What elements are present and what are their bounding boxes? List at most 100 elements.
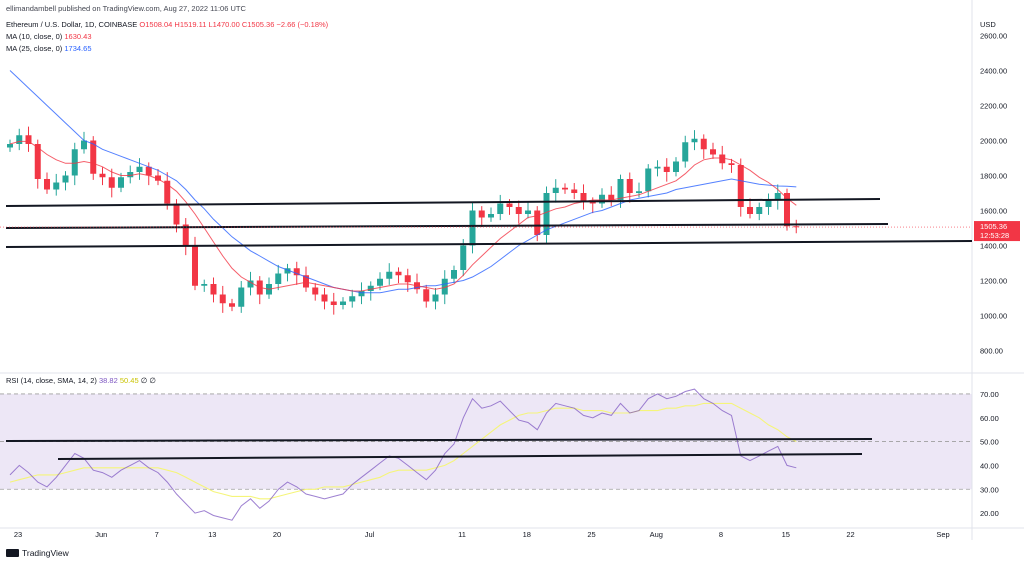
candle-body (700, 138, 707, 150)
time-tick: 13 (208, 530, 216, 539)
time-tick: 8 (719, 530, 723, 539)
ma25-value: 1734.65 (64, 44, 92, 53)
candle-body (719, 154, 726, 164)
candle-body (81, 140, 87, 150)
candle-body (525, 210, 531, 214)
rsi-sma-value: 50.45 (119, 376, 139, 385)
rsi-line (9, 388, 797, 521)
time-tick: 20 (273, 530, 281, 539)
candle-body (99, 173, 106, 178)
rsi-tick: 60.00 (980, 414, 999, 423)
rsi-legend: RSI (14, close, SMA, 14, 2) 38.82 50.45 … (6, 376, 156, 385)
candle-body (118, 177, 124, 188)
rsi-lines (9, 388, 797, 521)
moving-averages (9, 70, 797, 294)
price-tick: 1000.00 (980, 312, 1007, 321)
candle-body (7, 144, 13, 148)
candle-body (377, 278, 383, 286)
ma25-label: MA (25, close, 0) (6, 44, 63, 53)
time-tick: 15 (782, 530, 790, 539)
candle-body (312, 287, 319, 295)
candle-body (506, 203, 513, 207)
candle-body (580, 193, 587, 202)
tradingview-logo[interactable]: TradingView (6, 548, 69, 558)
ma10-label: MA (10, close, 0) (6, 32, 63, 41)
candles (7, 126, 800, 315)
time-tick: 25 (587, 530, 595, 539)
candle-body (349, 296, 356, 302)
candle-body (71, 149, 78, 176)
candle-body (663, 166, 670, 172)
price-tick: 1600.00 (980, 207, 1007, 216)
candle-body (340, 301, 346, 305)
candle-body (229, 303, 235, 307)
rsi-tick: 40.00 (980, 461, 999, 470)
ohlc-values: O1508.04 H1519.11 L1470.00 C1505.36 −2.6… (139, 20, 329, 29)
rsi-tick: 30.00 (980, 485, 999, 494)
price-tick: 2400.00 (980, 67, 1007, 76)
candle-body (386, 271, 393, 279)
tradingview-logo-text: TradingView (22, 548, 69, 558)
time-tick: Sep (936, 530, 949, 539)
candle-body (543, 193, 550, 235)
candle-body (108, 177, 115, 188)
time-tick: 11 (458, 530, 466, 539)
candle-body (395, 271, 402, 276)
candle-body (737, 165, 744, 207)
candle-body (330, 301, 337, 305)
candle-body (645, 168, 652, 192)
candle-body (515, 207, 522, 214)
candle-body (136, 166, 143, 172)
price-tick: 2200.00 (980, 102, 1007, 111)
last-price-label: 1505.36 (980, 222, 1007, 231)
candle-body (25, 135, 32, 144)
axes: USD 2600.00 2400.00 2200.00 2000.00 1800.00 16… (0, 20, 1020, 539)
candle-body (164, 180, 171, 204)
candle-body (534, 210, 541, 235)
candle-body (247, 280, 254, 288)
candle-body (210, 284, 217, 295)
candle-body (432, 294, 439, 302)
candle-body (589, 201, 596, 204)
candle-body (691, 138, 698, 143)
candle-body (423, 289, 430, 302)
candle-body (367, 285, 374, 291)
candle-body (201, 284, 208, 286)
price-tick: 2000.00 (980, 137, 1007, 146)
candle-body (303, 275, 309, 288)
candle-body (784, 193, 790, 227)
candle-body (710, 149, 716, 155)
price-tick: 2600.00 (980, 32, 1007, 41)
ma25-legend: MA (25, close, 0) 1734.65 (6, 44, 92, 53)
candle-body (358, 291, 365, 297)
candle-body (673, 161, 679, 172)
candle-body (552, 187, 559, 193)
candle-body (478, 210, 485, 218)
countdown-label: 12:53:28 (980, 231, 1009, 240)
time-tick: 23 (14, 530, 22, 539)
candle-body (321, 294, 328, 302)
candle-body (654, 166, 661, 169)
time-tick: 22 (846, 530, 854, 539)
candle-body (441, 278, 448, 295)
candle-body (238, 287, 245, 307)
ma10-line (9, 140, 797, 292)
candle-body (293, 268, 300, 276)
time-tick: Aug (650, 530, 663, 539)
time-tick: Jul (365, 530, 375, 539)
currency-label: USD (980, 20, 996, 29)
candle-body (34, 144, 41, 179)
rsi-label: RSI (14, close, SMA, 14, 2) (6, 376, 97, 385)
candle-body (275, 273, 282, 284)
trendline (57, 453, 863, 460)
candle-body (155, 175, 161, 181)
candle-body (192, 245, 198, 286)
candle-body (756, 207, 763, 214)
candle-body (682, 142, 689, 162)
candle-body (284, 268, 291, 274)
publisher-line: ellimandambell published on TradingView.… (6, 4, 246, 13)
candle-body (617, 179, 624, 200)
candle-body (62, 175, 69, 183)
tradingview-logo-icon (6, 549, 19, 557)
